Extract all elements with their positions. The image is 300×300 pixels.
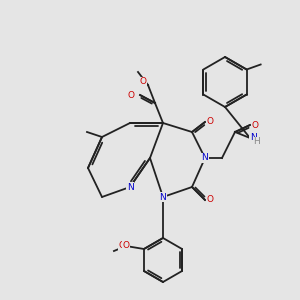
Text: O: O	[206, 118, 214, 127]
Text: O: O	[122, 242, 129, 250]
Text: O: O	[118, 242, 125, 250]
Text: O: O	[128, 91, 135, 100]
Text: N: N	[250, 134, 257, 142]
Text: O: O	[206, 196, 214, 205]
Text: N: N	[160, 193, 167, 202]
Text: N: N	[202, 154, 208, 163]
Text: H: H	[254, 137, 260, 146]
Text: O: O	[251, 121, 259, 130]
Text: O: O	[139, 77, 146, 86]
Text: N: N	[127, 182, 134, 191]
